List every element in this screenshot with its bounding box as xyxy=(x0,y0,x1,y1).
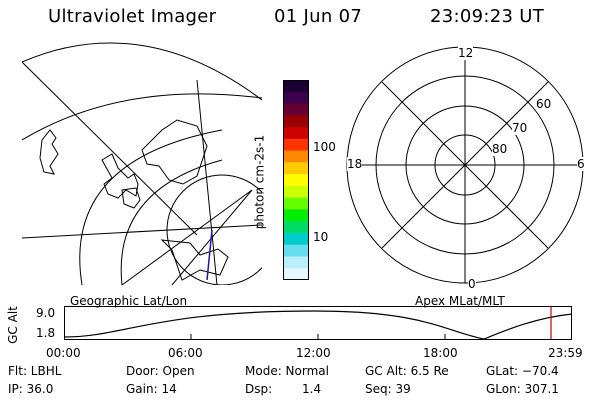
altitude-curve xyxy=(64,310,572,340)
geographic-map xyxy=(22,42,262,285)
status-dsp-label: Dsp: xyxy=(245,382,273,396)
lat-arc xyxy=(120,159,223,285)
lat-arc xyxy=(79,129,223,285)
colorbar-segment xyxy=(283,268,309,280)
date-label: 01 Jun 07 xyxy=(274,6,363,27)
status-gcalt: GC Alt: 6.5 Re xyxy=(365,364,449,378)
status-seq: Seq: 39 xyxy=(365,382,411,396)
status-dsp-value: 1.4 xyxy=(302,382,322,396)
colorbar xyxy=(283,80,309,280)
colorbar-segment xyxy=(283,174,309,187)
lon-line xyxy=(22,61,198,236)
altitude-ylabel: GC Alt xyxy=(5,306,20,344)
lat-label-80: 80 xyxy=(492,142,508,156)
colorbar-segment xyxy=(283,197,309,210)
lat-label-60: 60 xyxy=(536,97,552,111)
altitude-ytick-9: 9.0 xyxy=(36,306,56,320)
coastline xyxy=(141,119,208,185)
colorbar-tick-100: 100 xyxy=(313,140,336,154)
colorbar-segment xyxy=(283,115,309,128)
coastline xyxy=(39,129,59,175)
colorbar-segment xyxy=(283,127,309,140)
time-label: 23:09:23 UT xyxy=(430,6,545,27)
status-glon: GLon: 307.1 xyxy=(486,382,559,396)
colorbar-segment xyxy=(283,232,309,246)
lon-line xyxy=(22,224,262,239)
status-gain: Gain: 14 xyxy=(126,382,177,396)
mlt-label-12: 12 xyxy=(458,46,474,60)
status-flt: Flt: LBHL xyxy=(8,364,62,378)
altitude-plot xyxy=(64,306,572,340)
coastline xyxy=(160,239,229,281)
mlt-label-6: 6 xyxy=(577,157,585,171)
lat-arc xyxy=(22,93,262,141)
colorbar-segment xyxy=(283,80,309,93)
colorbar-segment xyxy=(283,209,309,222)
coastline xyxy=(121,187,141,209)
colorbar-unit-label: photon cm-2s-1 xyxy=(252,134,267,230)
time-tick-0600: 06:00 xyxy=(168,346,203,360)
polar-plot xyxy=(346,46,584,284)
lat-arc xyxy=(22,42,262,101)
colorbar-tick-10: 10 xyxy=(313,230,329,244)
colorbar-segment xyxy=(283,185,309,199)
colorbar-segment xyxy=(283,138,309,152)
time-tick-0000: 00:00 xyxy=(46,346,81,360)
polar-circle xyxy=(166,174,262,285)
status-glat: GLat: −70.4 xyxy=(486,364,559,378)
left-panel-label: Geographic Lat/Lon xyxy=(70,294,188,308)
colorbar-segment xyxy=(283,221,309,234)
status-door: Door: Open xyxy=(126,364,195,378)
instrument-title: Ultraviolet Imager xyxy=(48,6,217,27)
colorbar-segment xyxy=(283,256,309,269)
status-ip: IP: 36.0 xyxy=(8,382,54,396)
lon-line xyxy=(121,189,253,285)
mlt-label-0: 0 xyxy=(468,277,476,291)
mlt-label-18: 18 xyxy=(347,157,363,171)
status-mode: Mode: Normal xyxy=(245,364,329,378)
time-tick-1200: 12:00 xyxy=(296,346,331,360)
time-tick-1800: 18:00 xyxy=(423,346,458,360)
colorbar-segment xyxy=(283,150,309,163)
time-tick-2359: 23:59 xyxy=(548,346,583,360)
colorbar-segment xyxy=(283,91,309,105)
colorbar-segment xyxy=(283,244,309,257)
colorbar-segment xyxy=(283,103,309,116)
coastline xyxy=(101,153,139,199)
right-panel-label: Apex MLat/MLT xyxy=(415,294,505,308)
lat-label-70: 70 xyxy=(512,121,528,135)
footprint-trace xyxy=(206,229,213,281)
mlt-diagonal xyxy=(381,81,549,249)
altitude-ytick-1-8: 1.8 xyxy=(36,326,56,340)
colorbar-segment xyxy=(283,162,309,175)
